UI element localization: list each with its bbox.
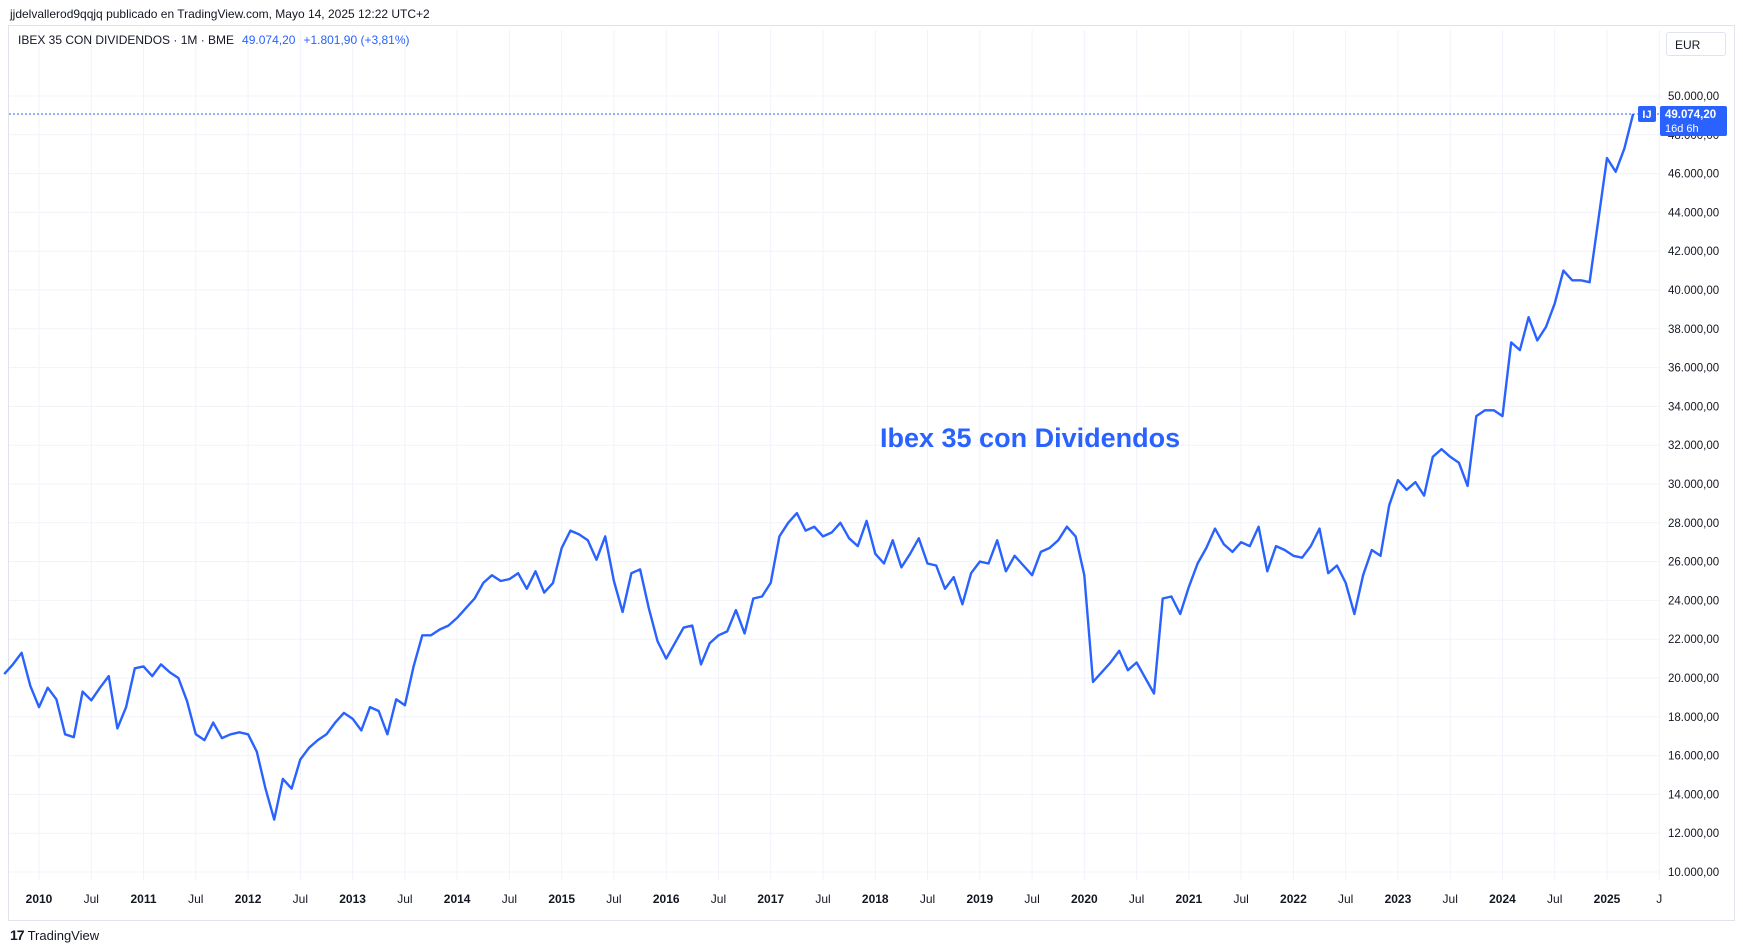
x-tick-label: 2016	[653, 892, 680, 906]
x-tick-label: Jul	[920, 892, 935, 906]
y-tick-label: 24.000,00	[1668, 595, 1719, 607]
y-tick-label: 20.000,00	[1668, 673, 1719, 685]
tradingview-brand: TradingView	[27, 927, 100, 943]
x-tick-label: Jul	[1129, 892, 1144, 906]
x-tick-label: 2024	[1489, 892, 1516, 906]
x-tick-label: 2018	[862, 892, 889, 906]
x-tick-label: Jul	[606, 892, 621, 906]
chart-pane[interactable]	[8, 25, 1735, 921]
x-tick-label: Jul	[1443, 892, 1458, 906]
x-tick-label: Jul	[711, 892, 726, 906]
x-tick-label: Jul	[397, 892, 412, 906]
x-tick-label: Jul	[815, 892, 830, 906]
y-tick-label: 50.000,00	[1668, 91, 1719, 103]
y-tick-label: 40.000,00	[1668, 285, 1719, 297]
last-price-label: IJ 49.074,20 16d 6h	[1638, 105, 1727, 136]
x-tick-label: Jul	[188, 892, 203, 906]
symbol-badge	[1638, 105, 1656, 122]
x-tick-label: Jul	[1233, 892, 1248, 906]
time-axis: 2010 Jul 2011 Jul 2012 Jul 2013 Jul 2014 Jul 2015 J…	[26, 892, 1663, 906]
x-tick-label: 2020	[1071, 892, 1098, 906]
y-tick-label: 28.000,00	[1668, 518, 1719, 530]
tradingview-logo[interactable]: 17 TradingView	[10, 927, 99, 943]
x-tick-label: 2025	[1594, 892, 1621, 906]
y-tick-label: 46.000,00	[1668, 169, 1719, 181]
x-tick-label: Jul	[1338, 892, 1353, 906]
legend-symbol[interactable]: IBEX 35 CON DIVIDENDOS · 1M · BME	[18, 33, 235, 47]
x-tick-label: 2014	[444, 892, 471, 906]
publisher-caption: jjdelvallerod9qqjq publicado en TradingV…	[10, 7, 430, 21]
x-tick-label: 2017	[757, 892, 784, 906]
tradingview-logo-icon: 17	[10, 927, 25, 943]
legend-last-value: 49.074,20	[242, 33, 296, 47]
last-price-value: 49.074,20	[1665, 109, 1716, 121]
bar-countdown: 16d 6h	[1665, 123, 1699, 135]
x-tick-label: Jul	[293, 892, 308, 906]
y-tick-label: 26.000,00	[1668, 557, 1719, 569]
y-tick-label: 34.000,00	[1668, 401, 1719, 413]
x-tick-label: 2012	[235, 892, 262, 906]
x-tick-label: 2023	[1385, 892, 1412, 906]
x-tick-label: J	[1656, 892, 1662, 906]
y-tick-label: 44.000,00	[1668, 207, 1719, 219]
y-tick-label: 32.000,00	[1668, 440, 1719, 452]
y-tick-label: 16.000,00	[1668, 751, 1719, 763]
y-tick-label: 22.000,00	[1668, 634, 1719, 646]
currency-button[interactable]: EUR	[1666, 32, 1726, 56]
x-tick-label: 2015	[548, 892, 575, 906]
symbol-badge-text: IJ	[1642, 109, 1651, 121]
x-tick-label: 2022	[1280, 892, 1307, 906]
x-tick-label: 2019	[966, 892, 993, 906]
x-tick-label: 2010	[26, 892, 53, 906]
y-tick-label: 36.000,00	[1668, 363, 1719, 375]
y-tick-label: 42.000,00	[1668, 246, 1719, 258]
y-tick-label: 18.000,00	[1668, 712, 1719, 724]
chart-grid	[9, 30, 1660, 880]
series-line-ibex35-dividendos	[3, 113, 1635, 821]
y-tick-label: 10.000,00	[1668, 867, 1719, 879]
symbol-legend[interactable]: IBEX 35 CON DIVIDENDOS · 1M · BME 49.074…	[18, 33, 410, 47]
y-tick-label: 14.000,00	[1668, 789, 1719, 801]
legend-change: +1.801,90 (+3,81%)	[303, 33, 410, 47]
y-tick-label: 30.000,00	[1668, 479, 1719, 491]
x-tick-label: 2021	[1176, 892, 1203, 906]
x-tick-label: Jul	[84, 892, 99, 906]
price-axis: 10.000,00 12.000,00 14.000,00 16.000,00 18.0…	[1668, 91, 1719, 879]
x-tick-label: Jul	[502, 892, 517, 906]
x-tick-label: Jul	[1024, 892, 1039, 906]
y-tick-label: 38.000,00	[1668, 324, 1719, 336]
last-price-box	[1660, 105, 1727, 136]
x-tick-label: Jul	[1547, 892, 1562, 906]
x-tick-label: 2011	[131, 892, 157, 906]
chart-annotation-title: Ibex 35 con Dividendos	[880, 423, 1181, 453]
y-tick-label: 12.000,00	[1668, 828, 1719, 840]
x-tick-label: 2013	[339, 892, 366, 906]
